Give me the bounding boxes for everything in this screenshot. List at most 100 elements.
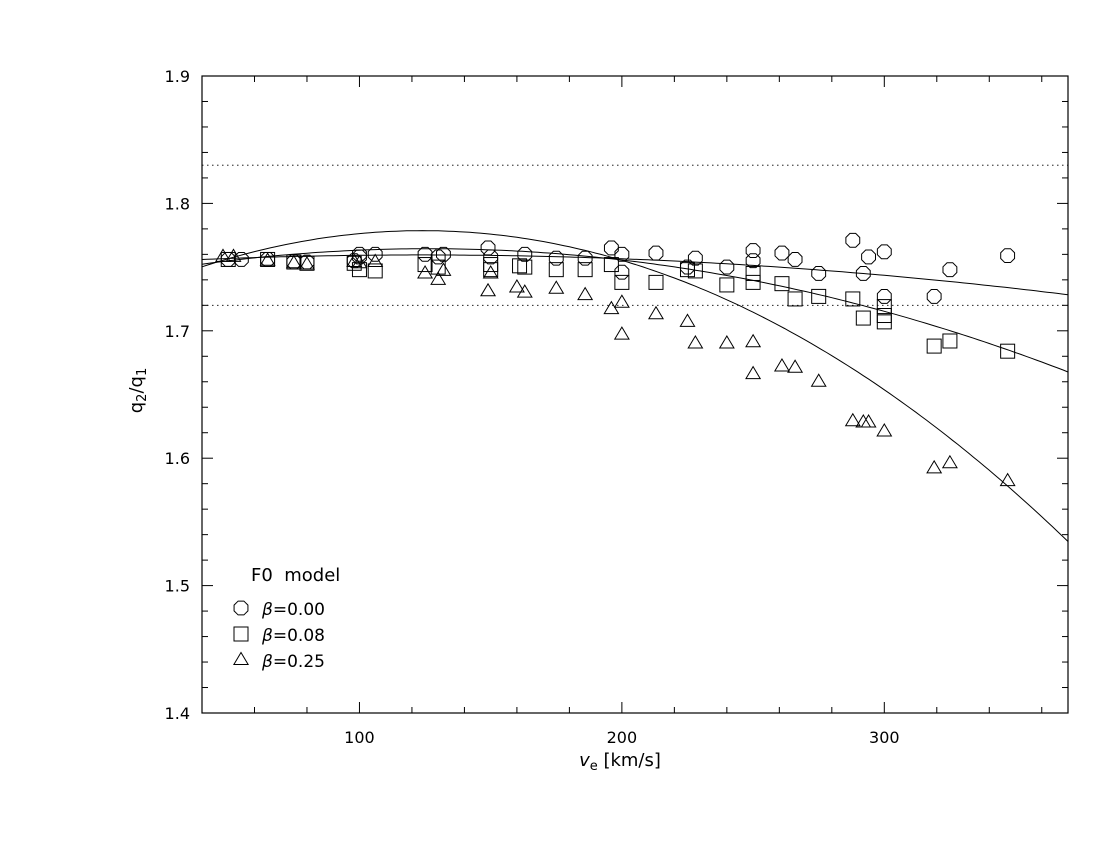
legend-label-beta-008: β=0.08 bbox=[261, 626, 325, 646]
data-point-square bbox=[417, 257, 433, 273]
fit-curve-square bbox=[201, 248, 1069, 373]
data-point-octagon bbox=[745, 243, 761, 258]
data-point-square bbox=[512, 258, 528, 274]
fit-curve-triangle bbox=[201, 230, 1069, 542]
data-point-triangle bbox=[351, 254, 368, 269]
data-point-triangle bbox=[285, 254, 302, 269]
y-tick-label: 1.4 bbox=[165, 704, 190, 723]
data-point-triangle bbox=[298, 256, 315, 270]
data-point-square bbox=[517, 259, 533, 275]
data-point-octagon bbox=[352, 246, 367, 262]
data-point-square bbox=[577, 262, 593, 278]
data-point-triangle bbox=[773, 357, 790, 372]
data-point-octagon bbox=[614, 246, 630, 262]
data-point-square bbox=[603, 257, 619, 273]
data-point-square bbox=[855, 310, 871, 326]
data-point-triangle bbox=[508, 279, 525, 293]
data-point-square bbox=[679, 262, 695, 278]
data-point-square bbox=[299, 255, 315, 271]
data-point-triangle bbox=[417, 264, 434, 279]
data-point-square bbox=[346, 255, 362, 271]
data-point-square bbox=[926, 338, 942, 354]
data-point-octagon bbox=[876, 244, 892, 260]
data-point-octagon bbox=[876, 288, 892, 304]
data-point-triangle bbox=[516, 284, 533, 298]
tick-labels: 100 200 300 1.4 1.5 1.6 1.7 1.8 1.9 bbox=[165, 67, 900, 747]
data-point-square bbox=[876, 314, 892, 330]
x-axis-label-main: v bbox=[579, 750, 590, 771]
y-axis-label-sub2: 1 bbox=[135, 368, 150, 376]
data-point-square bbox=[367, 263, 383, 279]
data-point-triangle bbox=[367, 253, 384, 267]
y-axis-label-q: q bbox=[126, 402, 147, 413]
data-point-square bbox=[719, 277, 735, 293]
data-point-triangle bbox=[548, 280, 565, 294]
data-point-square bbox=[548, 262, 564, 278]
data-point-square bbox=[811, 288, 827, 304]
reference-lines bbox=[202, 164, 1068, 306]
data-point-square bbox=[745, 265, 761, 281]
plot-frame bbox=[201, 75, 1069, 714]
data-point-triangle bbox=[855, 414, 872, 428]
data-point-triangle bbox=[435, 262, 452, 276]
data-point-octagon bbox=[861, 249, 876, 265]
data-point-triangle bbox=[876, 422, 893, 437]
data-point-square bbox=[876, 299, 892, 315]
legend-value: =0.25 bbox=[273, 652, 325, 672]
data-point-square bbox=[1000, 343, 1016, 359]
data-point-octagon bbox=[603, 240, 619, 256]
data-point-octagon bbox=[942, 262, 958, 278]
data-point-triangle bbox=[225, 248, 242, 262]
data-point-octagon bbox=[417, 246, 433, 262]
x-tick-label: 200 bbox=[607, 728, 638, 747]
fit-curves bbox=[201, 230, 1069, 542]
x-axis-label: ve [km/s] bbox=[579, 750, 661, 774]
data-point-octagon bbox=[614, 264, 630, 280]
data-point-square bbox=[942, 333, 958, 349]
x-axis-label-unit: [km/s] bbox=[598, 750, 661, 771]
data-point-octagon bbox=[233, 252, 249, 267]
data-point-triangle bbox=[430, 271, 447, 285]
legend-symbol: β bbox=[261, 652, 273, 672]
data-point-octagon bbox=[687, 250, 703, 266]
data-point-octagon bbox=[480, 240, 496, 256]
data-point-octagon bbox=[220, 252, 236, 267]
data-point-triangle bbox=[577, 286, 594, 301]
data-point-square bbox=[220, 251, 236, 267]
y-tick-label: 1.9 bbox=[165, 67, 190, 86]
x-axis-label-sub: e bbox=[590, 759, 598, 774]
x-tick-label: 300 bbox=[869, 728, 900, 747]
legend-title: F0 model bbox=[251, 565, 340, 586]
data-point-triangle bbox=[482, 264, 499, 279]
legend-label-beta-025: β=0.25 bbox=[261, 652, 325, 672]
data-point-octagon bbox=[577, 250, 593, 266]
legend-marker-triangle bbox=[233, 651, 250, 665]
y-axis-label-slash: /q bbox=[126, 376, 147, 394]
legend-value: =0.00 bbox=[273, 600, 325, 620]
data-point-triangle bbox=[480, 282, 497, 297]
data-point-triangle bbox=[787, 359, 804, 373]
data-point-octagon bbox=[811, 266, 827, 281]
data-point-triangle bbox=[810, 373, 827, 387]
data-point-octagon bbox=[517, 246, 533, 262]
data-point-square bbox=[687, 263, 703, 279]
data-point-square bbox=[483, 257, 499, 273]
data-point-octagon bbox=[260, 252, 276, 267]
data-point-square bbox=[648, 274, 664, 290]
legend-symbol: β bbox=[261, 600, 273, 620]
data-point-octagon bbox=[436, 246, 451, 262]
legend-markers bbox=[233, 600, 250, 665]
y-tick-label: 1.7 bbox=[165, 322, 190, 341]
data-point-triangle bbox=[941, 454, 958, 469]
data-point-triangle bbox=[613, 294, 630, 308]
y-axis-label: q2/q1 bbox=[126, 368, 150, 414]
data-point-octagon bbox=[286, 254, 302, 270]
data-point-triangle bbox=[613, 326, 630, 340]
data-point-triangle bbox=[844, 412, 861, 427]
data-point-octagon bbox=[787, 252, 803, 267]
data-point-triangle bbox=[647, 305, 664, 320]
data-point-triangle bbox=[214, 248, 231, 262]
legend-symbol: β bbox=[261, 626, 273, 646]
data-point-octagon bbox=[926, 288, 942, 304]
